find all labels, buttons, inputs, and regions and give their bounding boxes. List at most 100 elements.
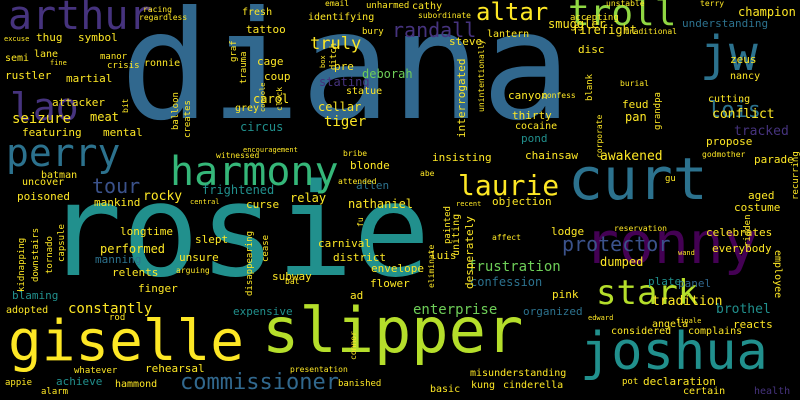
word-protector: protector: [562, 232, 671, 256]
word-canyon: canyon: [508, 89, 548, 102]
word-certain: certain: [683, 386, 726, 397]
word-balloon: balloon: [171, 92, 181, 130]
word-insisting: insisting: [432, 151, 492, 164]
word-considered: considered: [611, 326, 672, 337]
word-racing: racing: [143, 5, 172, 14]
word-costume: costume: [734, 201, 781, 214]
word-ronny: ronny: [584, 209, 759, 277]
word-manor: manor: [100, 52, 128, 62]
word-unintentionally: unintentionally: [477, 39, 486, 112]
word-rustler: rustler: [5, 69, 52, 82]
word-propose: propose: [706, 135, 753, 148]
word-declaration: declaration: [643, 375, 716, 388]
word-steve: steve: [449, 35, 483, 48]
word-connor: connor: [349, 331, 358, 360]
word-parade: parade: [754, 153, 794, 166]
word-awakened: awakened: [600, 149, 663, 164]
word-console: console: [259, 82, 267, 112]
word-lodge: lodge: [551, 225, 585, 238]
word-enterprise: enterprise: [413, 302, 498, 318]
word-downstairs: downstairs: [31, 227, 41, 282]
word-blonde: blonde: [350, 159, 390, 172]
word-affect: affect: [492, 233, 521, 242]
word-carol: carol: [253, 92, 290, 106]
word-mankind: mankind: [94, 196, 141, 209]
word-interrogated: interrogated: [455, 58, 468, 138]
word-whatever: whatever: [74, 366, 118, 376]
word-complains: complains: [688, 326, 743, 337]
word-martial: martial: [66, 72, 113, 85]
word-excuse: excuse: [4, 35, 30, 43]
word-disc: disc: [578, 43, 605, 56]
word-giselle: giselle: [8, 309, 245, 374]
word-ronnie: ronnie: [144, 58, 181, 69]
word-tattoo: tattoo: [246, 23, 286, 36]
word-curse: curse: [246, 198, 280, 211]
word-achieve: achieve: [56, 375, 103, 388]
word-encouragement: encouragement: [243, 146, 298, 154]
word-truly: truly: [310, 34, 362, 54]
word-gu: gu: [665, 174, 676, 184]
word-pre: pre: [334, 60, 354, 73]
word-lois: lois: [708, 98, 761, 123]
word-rosie: rosie: [45, 157, 431, 306]
word-accepting: accepting: [570, 13, 619, 23]
word-celebrates: celebrates: [706, 226, 773, 239]
word-carnival: carnival: [318, 237, 371, 250]
word-unstable: unstable: [606, 0, 645, 8]
word-dumped: dumped: [600, 255, 644, 269]
word-central: central: [190, 198, 220, 206]
word-envelope: envelope: [371, 262, 424, 275]
word-deborah: deborah: [362, 67, 413, 81]
word-abe: abe: [420, 169, 435, 178]
word-zeus: zeus: [730, 53, 757, 66]
word-eliminate: eliminate: [427, 244, 436, 288]
word-hammond: hammond: [115, 379, 158, 390]
word-subway: subway: [272, 270, 312, 283]
word-misunderstanding: misunderstanding: [470, 368, 567, 379]
word-slept: slept: [195, 233, 229, 246]
word-cathy: cathy: [412, 1, 443, 12]
word-diana: diana: [120, 0, 572, 154]
word-organized: organized: [523, 305, 583, 318]
word-presentation: presentation: [290, 365, 348, 374]
word-constantly: constantly: [68, 301, 153, 317]
word-symbol: symbol: [78, 31, 118, 44]
word-ad: ad: [350, 289, 364, 302]
word-plate: plate: [648, 275, 682, 288]
word-bribe: bribe: [343, 149, 368, 158]
word-attacker: attacker: [52, 96, 105, 109]
word-grandpa: grandpa: [653, 92, 663, 130]
word-clock: clock: [275, 86, 284, 111]
word-semi: semi: [5, 53, 30, 64]
word-curt: curt: [568, 145, 708, 213]
word-aged: aged: [748, 189, 775, 202]
word-circus: circus: [240, 120, 284, 134]
word-trauma: trauma: [239, 51, 249, 84]
word-cinderella: cinderella: [503, 380, 564, 391]
word-rehearsal: rehearsal: [145, 362, 205, 375]
word-ditch: ditch: [329, 42, 339, 70]
word-attended: attended: [338, 177, 377, 186]
word-pan: pan: [625, 110, 647, 124]
word-uniting: uniting: [451, 213, 462, 256]
word-desperately: desperately: [463, 216, 476, 289]
word-creates: creates: [183, 100, 193, 138]
word-nathaniel: nathaniel: [348, 197, 414, 211]
word-luis: luis: [430, 249, 457, 262]
word-cage: cage: [257, 55, 284, 68]
word-lantern: lantern: [487, 29, 530, 40]
word-cocaine: cocaine: [515, 121, 558, 132]
word-district: district: [333, 251, 386, 264]
word-panel: panel: [678, 277, 712, 290]
word-brothel: brothel: [716, 302, 771, 317]
word-traditional: traditional: [624, 27, 677, 36]
word-fine: fine: [50, 59, 67, 67]
word-reservation: reservation: [614, 224, 667, 233]
word-featuring: featuring: [22, 126, 82, 139]
word-blank: blank: [585, 73, 595, 101]
word-perry: perry: [6, 131, 121, 175]
word-email: email: [325, 0, 350, 8]
word-capsule: capsule: [57, 224, 67, 262]
word-firefight: firefight: [572, 23, 638, 37]
